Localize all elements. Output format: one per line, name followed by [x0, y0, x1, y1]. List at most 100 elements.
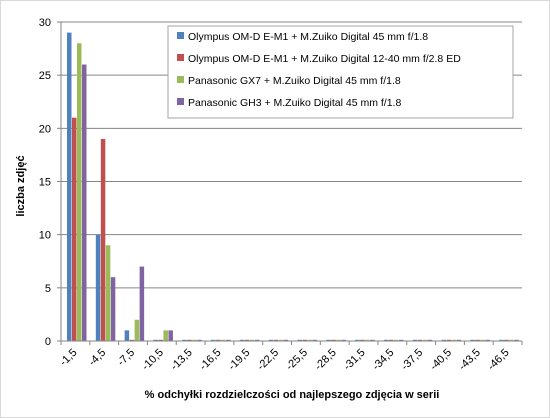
legend-label: Olympus OM-D E-M1 + M.Zuiko Digital 12-4…: [188, 53, 461, 65]
bar: [244, 339, 250, 341]
bar: [412, 339, 418, 341]
legend-label: Panasonic GH3 + M.Zuiko Digital 45 mm f/…: [188, 97, 401, 109]
y-tick-label: 5: [45, 283, 51, 295]
bar: [105, 245, 111, 341]
x-tick-labels: -1,5 -4,5 -7,5 -10,5 -13,5 -16,5 -19,5 -22,5 -25…: [58, 347, 512, 373]
bar: [283, 339, 289, 341]
bar: [312, 339, 317, 341]
bar: [153, 339, 158, 341]
bar: [307, 339, 312, 341]
bar: [341, 339, 346, 341]
legend-label: Panasonic GX7 + M.Zuiko Digital 45 mm f/…: [188, 75, 401, 87]
bar: [168, 330, 173, 341]
bar: [388, 339, 394, 341]
x-tick-label: -34,5: [370, 347, 396, 373]
bar: [72, 117, 77, 341]
bar: [273, 339, 279, 341]
bar: [514, 339, 519, 341]
y-tick-label: 0: [45, 336, 51, 348]
x-tick-label: -25,5: [284, 347, 310, 373]
bar: [427, 339, 433, 341]
x-tick-label: -43,5: [457, 347, 483, 373]
bar: [370, 339, 375, 341]
y-tick-label: 15: [39, 177, 51, 189]
bars: [67, 32, 519, 342]
bar: [365, 339, 370, 341]
x-axis-title: % odchyłki rozdzielczości od najlepszego…: [145, 389, 440, 401]
bar: [278, 339, 284, 341]
legend-swatch: [177, 98, 184, 105]
bar: [393, 339, 399, 341]
bar: [475, 339, 480, 341]
x-tick-label: -19,5: [226, 347, 252, 373]
x-tick-label: -31,5: [341, 347, 367, 373]
bar: [192, 339, 197, 341]
bar: [226, 339, 231, 341]
bar: [499, 339, 504, 341]
bar: [187, 339, 192, 341]
legend-label: Olympus OM-D E-M1 + M.Zuiko Digital 45 m…: [188, 31, 428, 43]
bar: [451, 339, 457, 341]
y-tick-label: 25: [39, 70, 51, 82]
bar: [470, 339, 475, 341]
bar: [100, 138, 106, 341]
bar: [331, 339, 336, 341]
x-tick-label: -10,5: [140, 347, 166, 373]
y-axis-title: liczba zdjęć: [15, 155, 27, 216]
x-tick-label: -16,5: [197, 347, 223, 373]
bar: [336, 339, 341, 341]
bar: [134, 319, 140, 341]
bar: [422, 339, 428, 341]
legend-swatch: [177, 76, 184, 83]
bar: [398, 339, 404, 341]
bar: [446, 339, 452, 341]
bar: [221, 339, 226, 341]
bar: [129, 339, 135, 341]
axes: [57, 21, 523, 345]
bar: [254, 339, 260, 341]
y-tick-label: 10: [39, 230, 51, 242]
bar: [249, 339, 255, 341]
bar: [239, 339, 245, 341]
bar: [77, 43, 82, 342]
bar: [302, 339, 307, 341]
bar: [504, 339, 509, 341]
y-tick-label: 30: [39, 17, 51, 29]
x-tick-label: -1,5: [58, 347, 80, 369]
x-tick-label: -40,5: [428, 347, 454, 373]
x-tick-label: -28,5: [313, 347, 339, 373]
bar: [110, 277, 116, 341]
bar: [417, 339, 423, 341]
y-tick-label: 20: [39, 123, 51, 135]
bar: [509, 339, 514, 341]
bar: [216, 339, 221, 341]
bar: [268, 339, 274, 341]
x-tick-label: -37,5: [399, 347, 425, 373]
bar: [297, 339, 302, 341]
y-tick-labels: 0 5 10 15 20 25 30: [39, 17, 51, 348]
bar: [360, 339, 365, 341]
x-tick-label: -4,5: [86, 347, 108, 369]
bar: [441, 339, 447, 341]
legend-box: [167, 25, 514, 119]
bar: [158, 339, 163, 341]
bar: [82, 64, 87, 341]
x-tick-label: -7,5: [115, 347, 137, 369]
bar: [383, 339, 389, 341]
bar: [197, 339, 202, 341]
bar: [211, 339, 216, 341]
bar: [456, 339, 462, 341]
legend-swatch: [177, 54, 184, 61]
x-tick-label: -22,5: [255, 347, 281, 373]
bar: [95, 234, 101, 341]
bar: [124, 330, 130, 341]
legend: Olympus OM-D E-M1 + M.Zuiko Digital 45 m…: [167, 25, 514, 119]
x-tick-label: -46,5: [485, 347, 511, 373]
bar: [485, 339, 490, 341]
bar: [480, 339, 485, 341]
bar: [163, 330, 168, 341]
bar: [355, 339, 360, 341]
bar: [139, 266, 145, 341]
bar: [67, 32, 72, 341]
